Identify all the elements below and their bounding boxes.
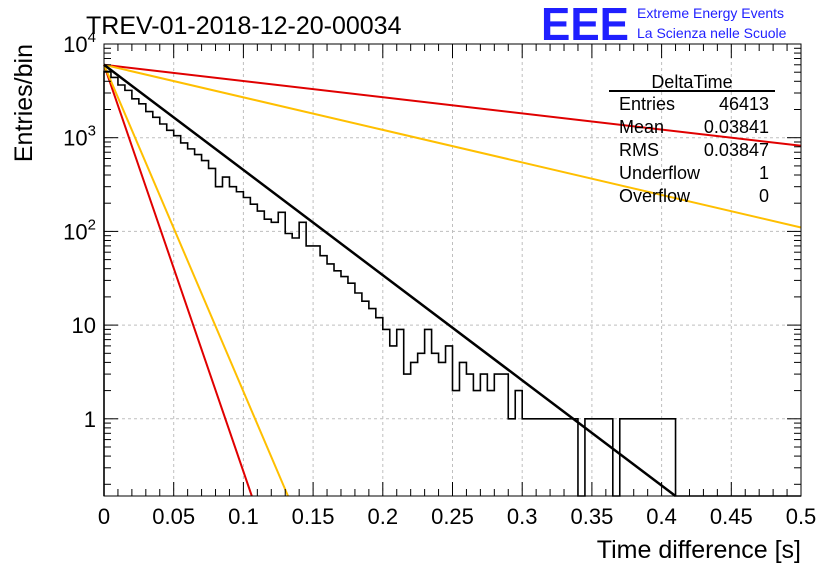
stats-label-underflow: Underflow <box>619 163 701 183</box>
x-tick-label-0: 0 <box>98 504 110 529</box>
y-tick-label-2: 102 <box>63 216 96 244</box>
fit-line <box>103 63 677 497</box>
reference-lines <box>103 63 802 497</box>
logo-line-2: La Scienza nelle Scuole <box>637 25 787 41</box>
y-tick-label-4: 104 <box>63 29 96 57</box>
reference-line-orange-2 <box>103 63 802 229</box>
stats-label-mean: Mean <box>619 117 664 137</box>
stats-label-entries: Entries <box>619 94 675 114</box>
reference-line-orange-4 <box>103 64 289 497</box>
x-tick-label-5: 0.25 <box>431 504 474 529</box>
y-axis-label: Entries/bin <box>10 44 38 162</box>
stats-value-entries: 46413 <box>719 94 769 114</box>
y-tick-label-1: 10 <box>72 313 96 338</box>
x-axis-label: Time difference [s] <box>597 536 801 564</box>
x-tick-label-9: 0.45 <box>710 504 753 529</box>
axis-ticks <box>103 43 802 496</box>
stats-label-rms: RMS <box>619 140 659 160</box>
reference-line-red-1 <box>103 63 802 147</box>
histogram <box>103 70 801 497</box>
stats-value-overflow: 0 <box>759 186 769 206</box>
x-tick-label-6: 0.3 <box>507 504 538 529</box>
stats-value-rms: 0.03847 <box>704 140 769 160</box>
x-tick-label-8: 0.4 <box>646 504 677 529</box>
x-tick-label-1: 0.05 <box>152 504 195 529</box>
stats-box: DeltaTime Entries 46413 Mean 0.03841 RMS… <box>609 72 775 206</box>
eee-logo: EEE <box>541 0 629 50</box>
x-tick-label-7: 0.35 <box>570 504 613 529</box>
y-tick-label-3: 103 <box>63 123 96 151</box>
grid-lines <box>104 44 801 496</box>
x-tick-label-2: 0.1 <box>228 504 259 529</box>
stats-value-mean: 0.03841 <box>704 117 769 137</box>
stats-value-underflow: 1 <box>759 163 769 183</box>
y-tick-labels: 1 10 102 103 104 <box>63 29 96 432</box>
x-tick-label-3: 0.15 <box>292 504 335 529</box>
reference-line-red-3 <box>103 64 253 497</box>
logo-line-1: Extreme Energy Events <box>637 5 784 21</box>
x-tick-label-10: 0.5 <box>786 504 817 529</box>
exponential-fit-line <box>103 63 677 497</box>
stats-label-overflow: Overflow <box>619 186 691 206</box>
x-tick-label-4: 0.2 <box>368 504 399 529</box>
histogram-outline <box>103 70 801 497</box>
x-tick-labels: 0 0.05 0.1 0.15 0.2 0.25 0.3 0.35 0.4 0.45 0.5 <box>98 504 816 529</box>
chart-title: TREV-01-2018-12-20-00034 <box>86 12 402 40</box>
stats-title: DeltaTime <box>651 72 732 92</box>
y-tick-label-0: 1 <box>84 407 96 432</box>
